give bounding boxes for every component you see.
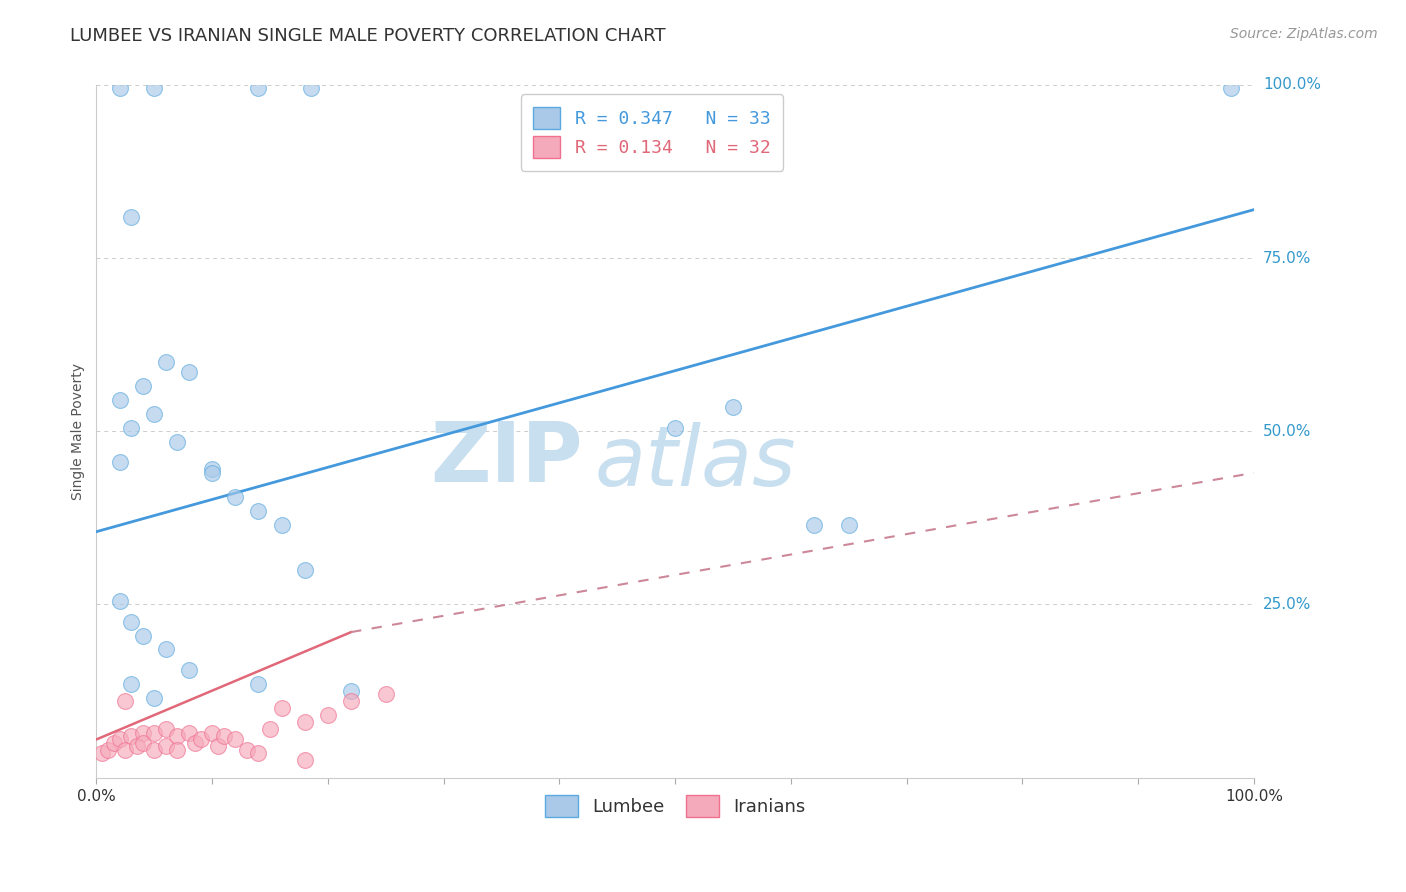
- Point: [207, 739, 229, 754]
- Y-axis label: Single Male Poverty: Single Male Poverty: [72, 363, 86, 500]
- Point: [201, 725, 224, 739]
- Point: [201, 462, 224, 476]
- Legend: Lumbee, Iranians: Lumbee, Iranians: [538, 788, 813, 824]
- Point: [91, 747, 114, 761]
- Point: [108, 81, 131, 95]
- Point: [155, 739, 177, 754]
- Text: 100.0%: 100.0%: [1263, 78, 1322, 93]
- Point: [155, 355, 177, 369]
- Point: [259, 722, 281, 736]
- Point: [247, 747, 270, 761]
- Point: [120, 421, 142, 435]
- Point: [120, 210, 142, 224]
- Point: [143, 690, 166, 705]
- Point: [131, 379, 153, 393]
- Text: LUMBEE VS IRANIAN SINGLE MALE POVERTY CORRELATION CHART: LUMBEE VS IRANIAN SINGLE MALE POVERTY CO…: [70, 27, 666, 45]
- Point: [270, 517, 292, 532]
- Point: [103, 736, 125, 750]
- Point: [374, 688, 396, 702]
- Point: [143, 407, 166, 421]
- Point: [177, 725, 200, 739]
- Point: [224, 732, 246, 747]
- Point: [838, 517, 860, 532]
- Point: [184, 736, 207, 750]
- Point: [131, 736, 153, 750]
- Point: [294, 563, 316, 577]
- Point: [166, 729, 188, 743]
- Point: [247, 81, 270, 95]
- Point: [120, 729, 142, 743]
- Point: [1219, 81, 1241, 95]
- Point: [212, 729, 235, 743]
- Text: Source: ZipAtlas.com: Source: ZipAtlas.com: [1230, 27, 1378, 41]
- Point: [166, 434, 188, 449]
- Text: atlas: atlas: [595, 422, 796, 503]
- Point: [299, 81, 322, 95]
- Text: ZIP: ZIP: [430, 418, 582, 500]
- Point: [114, 694, 136, 708]
- Point: [316, 708, 339, 723]
- Point: [236, 743, 259, 757]
- Point: [143, 743, 166, 757]
- Point: [143, 725, 166, 739]
- Point: [108, 732, 131, 747]
- Point: [294, 753, 316, 767]
- Point: [131, 725, 153, 739]
- Point: [190, 732, 212, 747]
- Point: [155, 722, 177, 736]
- Point: [721, 400, 744, 414]
- Text: 25.0%: 25.0%: [1263, 597, 1312, 612]
- Point: [664, 421, 686, 435]
- Point: [201, 466, 224, 480]
- Point: [177, 663, 200, 677]
- Point: [114, 743, 136, 757]
- Point: [166, 743, 188, 757]
- Text: 75.0%: 75.0%: [1263, 251, 1312, 266]
- Point: [155, 642, 177, 657]
- Point: [120, 677, 142, 691]
- Point: [247, 677, 270, 691]
- Point: [294, 715, 316, 730]
- Point: [108, 455, 131, 469]
- Point: [803, 517, 825, 532]
- Point: [177, 365, 200, 379]
- Point: [108, 594, 131, 608]
- Point: [120, 615, 142, 629]
- Text: 50.0%: 50.0%: [1263, 424, 1312, 439]
- Point: [224, 490, 246, 504]
- Point: [247, 504, 270, 518]
- Point: [125, 739, 148, 754]
- Point: [340, 694, 363, 708]
- Point: [340, 684, 363, 698]
- Point: [108, 393, 131, 408]
- Point: [97, 743, 120, 757]
- Point: [143, 81, 166, 95]
- Point: [270, 701, 292, 715]
- Point: [131, 629, 153, 643]
